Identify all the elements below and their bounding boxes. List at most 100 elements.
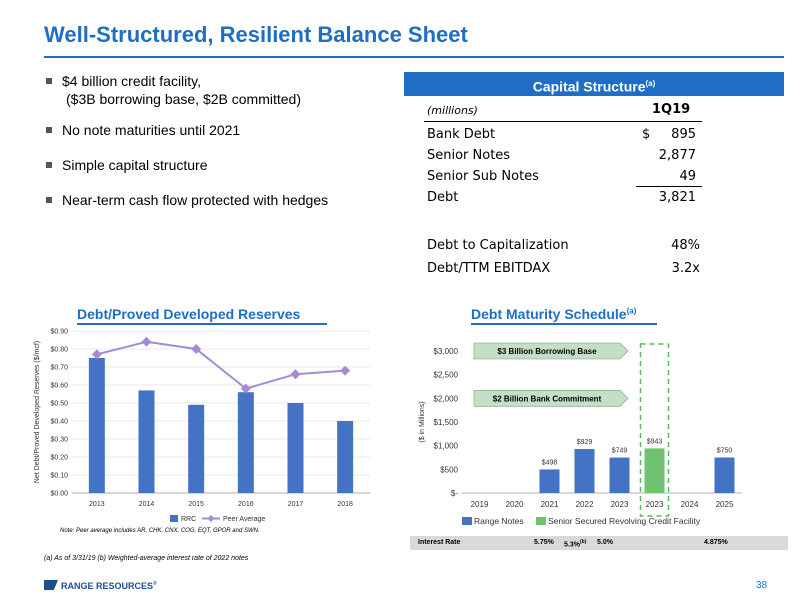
y-tick-label: $0.20 (50, 455, 68, 462)
chart-title-underline (77, 323, 327, 325)
callout-text: $3 Billion Borrowing Base (497, 347, 597, 356)
x-tick-label: 2023 (646, 500, 664, 509)
bar-rrc (188, 404, 205, 493)
x-tick-label: 2024 (681, 500, 699, 509)
callout-text: $2 Billion Bank Commitment (493, 394, 602, 403)
highlight-2023-dashed-box (639, 343, 670, 517)
y-axis-label: Net Debt/Proved Developed Reserves ($/mc… (34, 341, 41, 483)
bar-range-notes (574, 449, 595, 493)
y-tick-label: $0.70 (50, 365, 68, 372)
x-tick-label: 2018 (337, 501, 353, 508)
bullet-square-icon (46, 162, 52, 168)
peer-average-marker (91, 349, 102, 360)
capital-unit-label: (millions) (427, 104, 478, 117)
y-tick-label: $0.00 (50, 491, 68, 498)
x-tick-label: 2016 (238, 501, 254, 508)
peer-average-marker (290, 369, 301, 380)
data-label: $498 (542, 459, 558, 466)
interest-rate-text: 5.3% (564, 541, 580, 549)
capital-structure-title-sup: (a) (645, 79, 656, 88)
legend-label-range-notes: Range Notes (474, 516, 524, 526)
y-tick-label: $1,500 (434, 418, 459, 427)
bar-range-notes (539, 469, 560, 493)
footnote: (a) As of 3/31/19 (b) Weighted-average i… (44, 555, 249, 562)
legend-label-rrc: RRC (181, 516, 196, 523)
interest-rate-value: 5.75% (534, 539, 554, 546)
y-tick-label: $0.80 (50, 347, 68, 354)
capital-row-label: Debt (427, 190, 459, 205)
capital-row-value: 2,877 (658, 148, 696, 163)
capital-row-label: Senior Sub Notes (427, 169, 539, 184)
bar-rrc (287, 403, 304, 493)
x-tick-label: 2021 (541, 500, 559, 509)
bullet-list: $4 billion credit facility, ($3B borrowi… (46, 72, 386, 209)
data-label: $749 (612, 448, 628, 455)
capital-row-label: Senior Notes (427, 148, 511, 163)
interest-rate-value: 5.0% (597, 539, 613, 546)
bullet-square-icon (46, 78, 52, 84)
peer-average-marker (141, 336, 152, 347)
y-tick-label: $0.60 (50, 383, 68, 390)
y-tick-label: $0.10 (50, 473, 68, 480)
x-tick-label: 2020 (506, 500, 524, 509)
bullet-text: $4 billion credit facility, (62, 73, 202, 89)
capital-ratio-label: Debt/TTM EBITDAX (427, 261, 551, 276)
interest-rate-sup: (b) (579, 539, 587, 545)
logo-registered-mark: ® (153, 581, 157, 587)
bar-range-notes (609, 457, 630, 493)
data-label: $750 (717, 448, 733, 455)
company-logo: RANGE RESOURCES® (44, 580, 157, 591)
y-tick-label: $1,000 (434, 442, 459, 451)
x-tick-label: 2019 (471, 500, 489, 509)
y-tick-label: $0.90 (50, 329, 68, 336)
legend-label-peer: Peer Average (223, 516, 265, 523)
y-tick-label: $500 (440, 465, 458, 474)
legend-swatch-credit-facility (536, 517, 546, 525)
bar-range-notes (714, 457, 735, 493)
bar-rrc (237, 392, 254, 493)
legend-label-credit-facility: Senior Secured Revolving Credit Facility (548, 516, 701, 526)
data-label: $943 (647, 438, 663, 445)
debt-maturity-chart: $- $500 $1,000 $1,500 $2,000 $2,500 $3,000 $3 B… (419, 342, 742, 526)
x-tick-label: 2025 (716, 500, 734, 509)
y-tick-label: $- (451, 489, 458, 498)
capital-row-value: 895 (671, 127, 696, 142)
capital-row-prefix: $ (642, 127, 651, 142)
logo-text: RANGE RESOURCES (61, 581, 154, 591)
page-title: Well-Structured, Resilient Balance Sheet (44, 22, 468, 47)
title-divider (44, 56, 784, 58)
chart-note: Note: Peer average includes AR, CHK, CNX… (60, 528, 260, 534)
y-tick-label: $0.40 (50, 419, 68, 426)
interest-rate-label: Interest Rate (418, 539, 461, 546)
line-peer-average (96, 340, 346, 390)
borrowing-base-callout (473, 342, 629, 360)
interest-rate-value: 4.875% (704, 539, 728, 546)
chart-title-text: Debt Maturity Schedule (471, 306, 627, 322)
x-tick-label: 2015 (188, 501, 204, 508)
capital-structure-title: Capital Structure (532, 78, 646, 95)
bullet-item: No note maturities until 2021 (46, 121, 386, 139)
x-tick-label: 2014 (139, 501, 155, 508)
bullet-item: Near-term cash flow protected with hedge… (46, 191, 386, 209)
bullet-text-continued: ($3B borrowing base, $2B committed) (66, 91, 301, 107)
capital-structure-header: Capital Structure(a) (404, 72, 784, 96)
bar-rrc (138, 390, 155, 493)
interest-rate-value: 5.3%(b) (564, 539, 586, 548)
y-axis-label: ($ in Millions) (419, 401, 426, 442)
debt-reserves-chart: $0.00 $0.10 $0.20 $0.30 $0.40 $0.50 $0.60 $0.70… (34, 329, 370, 523)
capital-row-value: 3,821 (658, 190, 696, 205)
bar-rrc (88, 358, 105, 493)
bank-commitment-callout (473, 390, 629, 407)
bar-credit-facility (644, 448, 665, 493)
legend-swatch-range-notes (462, 517, 472, 525)
bullet-item: Simple capital structure (46, 156, 386, 174)
y-tick-label: $3,000 (434, 347, 459, 356)
y-tick-label: $2,000 (434, 394, 459, 403)
capital-row-label: Bank Debt (427, 127, 496, 142)
chart-title-underline (471, 323, 657, 325)
page-number: 38 (756, 580, 768, 591)
chart-title-debt-reserves: Debt/Proved Developed Reserves (77, 306, 301, 322)
peer-average-marker (240, 383, 251, 394)
peer-average-marker (340, 365, 351, 376)
data-label: $929 (577, 439, 593, 446)
